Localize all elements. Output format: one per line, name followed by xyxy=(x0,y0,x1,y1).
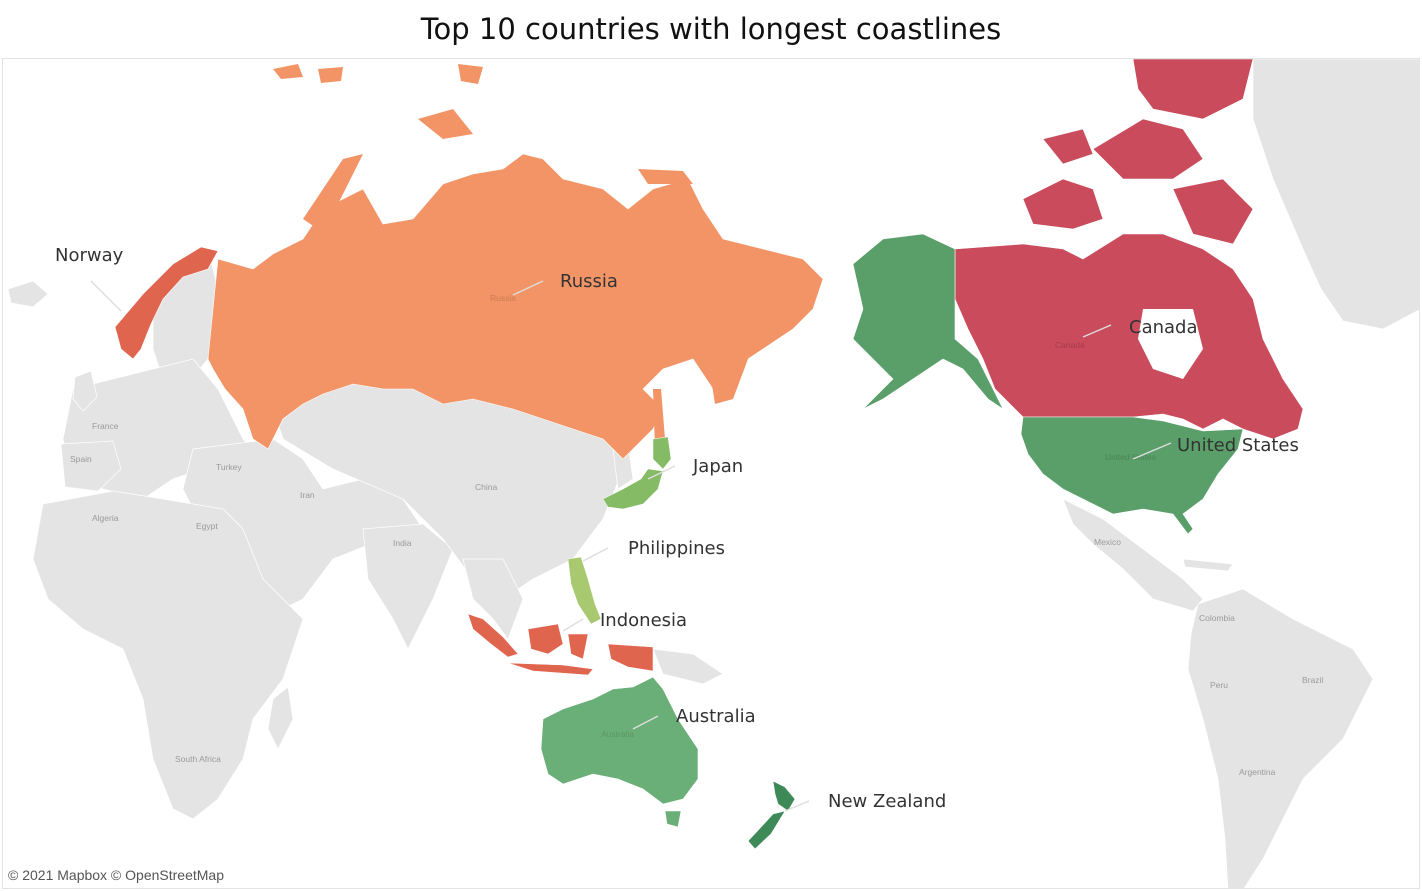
inline-label-us: United States xyxy=(1105,452,1156,462)
uk-shape xyxy=(72,370,98,412)
label-iran: Iran xyxy=(300,490,315,500)
label-australia: Australia xyxy=(676,706,756,727)
country-canada[interactable] xyxy=(954,233,1304,440)
label-france: France xyxy=(92,421,119,431)
basemap-land xyxy=(7,59,1419,888)
label-argentina: Argentina xyxy=(1239,767,1276,777)
iberia-shape xyxy=(60,440,122,492)
highlighted-countries xyxy=(114,59,1304,850)
label-new-zealand: New Zealand xyxy=(828,791,946,812)
country-us-alaska[interactable] xyxy=(852,233,1004,410)
label-philippines: Philippines xyxy=(628,538,725,559)
map-canvas[interactable]: France Spain Turkey Algeria Egypt Iran C… xyxy=(2,58,1420,889)
india-shape xyxy=(362,523,454,650)
country-russia-kamchatka[interactable] xyxy=(708,344,748,404)
leader-australia xyxy=(632,715,659,730)
country-labels: Norway Russia Canada United States Japan… xyxy=(55,245,1299,812)
label-japan: Japan xyxy=(692,456,743,477)
label-brazil: Brazil xyxy=(1302,675,1323,685)
leader-philippines xyxy=(582,547,609,562)
southamerica-shape xyxy=(1187,588,1374,888)
leader-japan xyxy=(647,465,676,480)
map-title: Top 10 countries with longest coastlines xyxy=(420,12,1002,46)
label-norway: Norway xyxy=(55,245,124,266)
png-shape xyxy=(652,648,724,685)
seasia-shape xyxy=(462,558,524,640)
label-united-states: United States xyxy=(1177,435,1299,456)
country-newzealand[interactable] xyxy=(747,780,796,850)
label-mexico: Mexico xyxy=(1094,537,1121,547)
hudson-bay xyxy=(1138,309,1203,379)
label-turkey: Turkey xyxy=(216,462,242,472)
inline-label-australia: Australia xyxy=(601,729,634,739)
africa-shape xyxy=(32,490,304,820)
greenland-shape xyxy=(1252,59,1419,330)
map-attribution: © 2021 Mapbox © OpenStreetMap xyxy=(8,867,224,883)
leader-us xyxy=(1132,442,1172,460)
label-colombia: Colombia xyxy=(1199,613,1235,623)
label-algeria: Algeria xyxy=(92,513,119,523)
country-norway[interactable] xyxy=(114,246,219,360)
country-philippines[interactable] xyxy=(567,556,602,625)
madagascar-shape xyxy=(267,686,294,750)
country-us[interactable] xyxy=(1020,416,1244,535)
label-indonesia: Indonesia xyxy=(600,610,687,631)
country-russia-islands[interactable] xyxy=(273,64,693,184)
label-egypt: Egypt xyxy=(196,521,218,531)
label-south-africa: South Africa xyxy=(175,754,221,764)
leader-indonesia xyxy=(562,618,584,632)
label-china: China xyxy=(475,482,497,492)
iceland-shape xyxy=(7,280,49,308)
label-canada: Canada xyxy=(1129,317,1198,338)
country-australia[interactable] xyxy=(540,676,699,828)
country-russia-sakhalin[interactable] xyxy=(653,389,665,449)
leader-newzealand xyxy=(784,800,810,812)
label-spain: Spain xyxy=(70,454,92,464)
country-indonesia[interactable] xyxy=(467,613,654,676)
inline-label-canada: Canada xyxy=(1055,340,1085,350)
map-svg[interactable]: France Spain Turkey Algeria Egypt Iran C… xyxy=(3,59,1420,889)
leader-norway xyxy=(90,280,122,312)
leader-russia xyxy=(512,280,544,296)
label-peru: Peru xyxy=(1210,680,1228,690)
mexico-shape xyxy=(1062,498,1204,612)
label-russia: Russia xyxy=(560,271,618,292)
country-canada-archipelago[interactable] xyxy=(1022,59,1254,245)
country-russia[interactable] xyxy=(207,153,824,460)
country-japan[interactable] xyxy=(602,436,672,510)
leader-lines xyxy=(90,280,1172,812)
inline-label-russia: Russia xyxy=(490,293,516,303)
leader-canada xyxy=(1082,324,1112,338)
country-russia-novayazemlya[interactable] xyxy=(303,154,363,229)
basemap-labels: France Spain Turkey Algeria Egypt Iran C… xyxy=(70,293,1323,777)
label-india: India xyxy=(393,538,412,548)
caribbean-shape xyxy=(1182,558,1234,572)
